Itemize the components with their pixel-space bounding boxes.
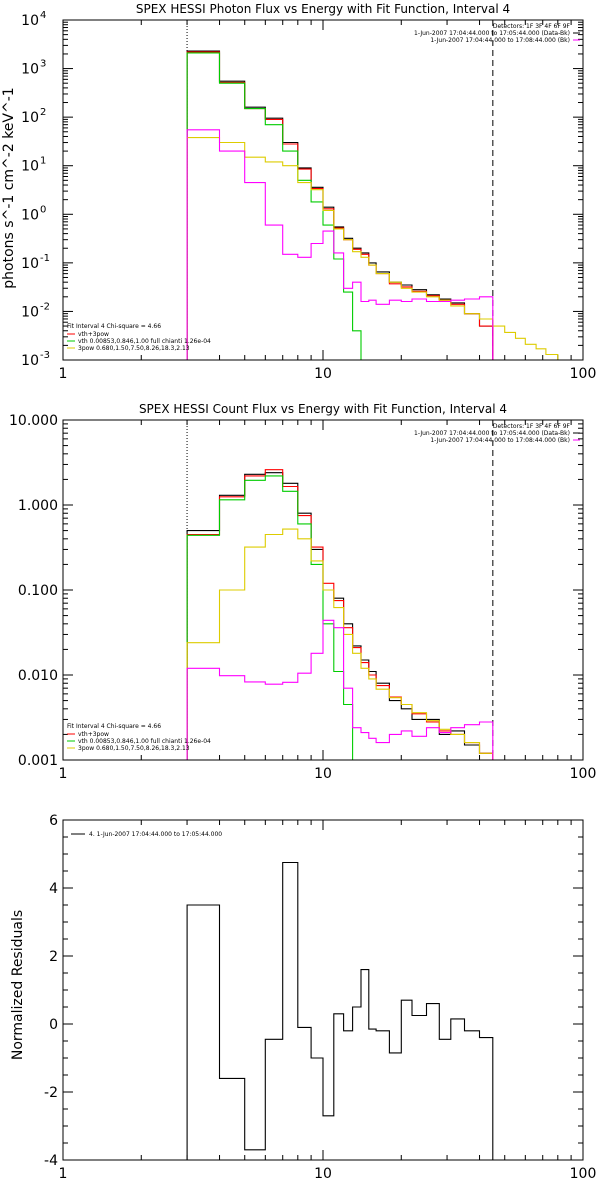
series-line-3 bbox=[186, 528, 526, 760]
y-tick-label: 6 bbox=[49, 813, 58, 829]
y-tick-label: 10 bbox=[21, 62, 39, 78]
y-tick-exponent: 1 bbox=[40, 156, 46, 167]
x-tick-label: 1 bbox=[59, 366, 68, 382]
residuals-plot: 1 10 100 -4 -2 0 2 4 6 4. 1-Jun-2007 17:04:44.000… bbox=[44, 813, 596, 1182]
photon-flux-y-axis-label: photons s^-1 cm^-2 keV^-1 bbox=[1, 87, 17, 288]
series-line-1 bbox=[186, 469, 494, 760]
legend-fit-entry: vth 0.00853,0.846,1.00 full chianti 1.26… bbox=[78, 738, 211, 745]
y-tick-label: 10 bbox=[21, 207, 39, 223]
y-tick-label: 0.100 bbox=[18, 583, 58, 599]
series-group bbox=[186, 469, 526, 760]
x-tick-label: 10 bbox=[314, 766, 332, 782]
legend-top-entry: 1-Jun-2007 17:04:44.000 to 17:05:44.000 … bbox=[414, 30, 570, 37]
y-tick-label: 10 bbox=[21, 13, 39, 29]
y-tick-exponent: 3 bbox=[40, 59, 46, 70]
legend-fit-entry: vth+3pow bbox=[78, 331, 109, 338]
legend-fit-entry: vth+3pow bbox=[78, 731, 109, 738]
x-tick-label: 100 bbox=[570, 366, 597, 382]
series-group bbox=[186, 50, 583, 360]
series-group bbox=[186, 861, 494, 1160]
count-flux-title: SPEX HESSI Count Flux vs Energy with Fit… bbox=[139, 402, 507, 416]
legend-fit-entry: 3pow 0.680,1.50,7.50,8.26,18.3,2.13 bbox=[78, 345, 190, 352]
y-tick-label: 0 bbox=[49, 1017, 58, 1033]
x-tick-label: 10 bbox=[314, 1166, 332, 1182]
y-tick-exponent: -3 bbox=[40, 350, 50, 361]
photon-flux-title: SPEX HESSI Photon Flux vs Energy with Fi… bbox=[136, 2, 510, 16]
y-tick-exponent: -2 bbox=[40, 301, 50, 312]
y-tick-label: -4 bbox=[44, 1153, 58, 1169]
x-tick-label: 10 bbox=[314, 366, 332, 382]
series-line-4 bbox=[186, 619, 494, 760]
y-tick-label: -2 bbox=[44, 1085, 58, 1101]
series-line-0 bbox=[186, 861, 494, 1160]
y-tick-label: 1.000 bbox=[18, 498, 58, 514]
legend-entry: 4. 1-Jun-2007 17:04:44.000 to 17:05:44.0… bbox=[89, 831, 222, 838]
x-tick-label: 100 bbox=[570, 766, 597, 782]
y-tick-label: 10 bbox=[21, 304, 39, 320]
legend-fit-entry: vth 0.00853,0.846,1.00 full chianti 1.26… bbox=[78, 338, 211, 345]
residuals-y-axis-label: Normalized Residuals bbox=[10, 910, 26, 1060]
series-line-2 bbox=[186, 52, 369, 360]
y-tick-exponent: -1 bbox=[40, 253, 50, 264]
residuals-panel: Normalized Residuals 1 10 100 -4 -2 0 2 4 6 4. 1-… bbox=[10, 813, 596, 1182]
legend-top-entry: 1-Jun-2007 17:04:44.000 to 17:08:44.000 … bbox=[430, 37, 570, 44]
x-tick-label: 1 bbox=[59, 766, 68, 782]
legend-fit-entry: 3pow 0.680,1.50,7.50,8.26,18.3,2.13 bbox=[78, 745, 190, 752]
y-tick-label: 0.001 bbox=[18, 753, 58, 769]
y-tick-label: 10 bbox=[21, 353, 39, 369]
photon-flux-panel: SPEX HESSI Photon Flux vs Energy with Fi… bbox=[1, 2, 596, 382]
series-line-3 bbox=[186, 137, 583, 360]
series-line-4 bbox=[186, 129, 494, 360]
series-line-2 bbox=[186, 475, 361, 760]
count-flux-plot: 1 10 100 0.001 0.010 0.100 1.000 10.000 Detector… bbox=[9, 413, 596, 782]
legend-fit-header: Fit Interval 4 Chi-square = 4.66 bbox=[67, 323, 161, 330]
legend-top-entry: 1-Jun-2007 17:04:44.000 to 17:08:44.000 … bbox=[430, 437, 570, 444]
plot-frame bbox=[62, 419, 584, 761]
y-tick-label: 10 bbox=[21, 159, 39, 175]
y-tick-label: 10 bbox=[21, 256, 39, 272]
series-line-1 bbox=[186, 51, 494, 360]
y-tick-label: 10.000 bbox=[9, 413, 58, 429]
x-tick-label: 100 bbox=[570, 1166, 597, 1182]
y-tick-exponent: 0 bbox=[40, 204, 46, 215]
y-tick-label: 10 bbox=[21, 110, 39, 126]
y-tick-label: 4 bbox=[49, 881, 58, 897]
plot-frame bbox=[62, 19, 584, 361]
y-tick-exponent: 4 bbox=[40, 10, 46, 21]
count-flux-panel: SPEX HESSI Count Flux vs Energy with Fit… bbox=[9, 402, 596, 782]
x-tick-label: 1 bbox=[59, 1166, 68, 1182]
series-line-0 bbox=[186, 50, 494, 360]
legend-top-entry: Detectors: 1F 3F 4F 6F 9F bbox=[493, 423, 571, 430]
y-tick-label: 2 bbox=[49, 949, 58, 965]
series-line-0 bbox=[186, 472, 494, 760]
y-tick-exponent: 2 bbox=[40, 107, 46, 118]
legend-top-entry: Detectors: 1F 3F 4F 6F 9F bbox=[493, 23, 571, 30]
legend-fit-header: Fit Interval 4 Chi-square = 4.66 bbox=[67, 723, 161, 730]
plot-frame bbox=[62, 819, 584, 1161]
y-tick-label: 0.010 bbox=[18, 668, 58, 684]
legend-top-entry: 1-Jun-2007 17:04:44.000 to 17:05:44.000 … bbox=[414, 430, 570, 437]
